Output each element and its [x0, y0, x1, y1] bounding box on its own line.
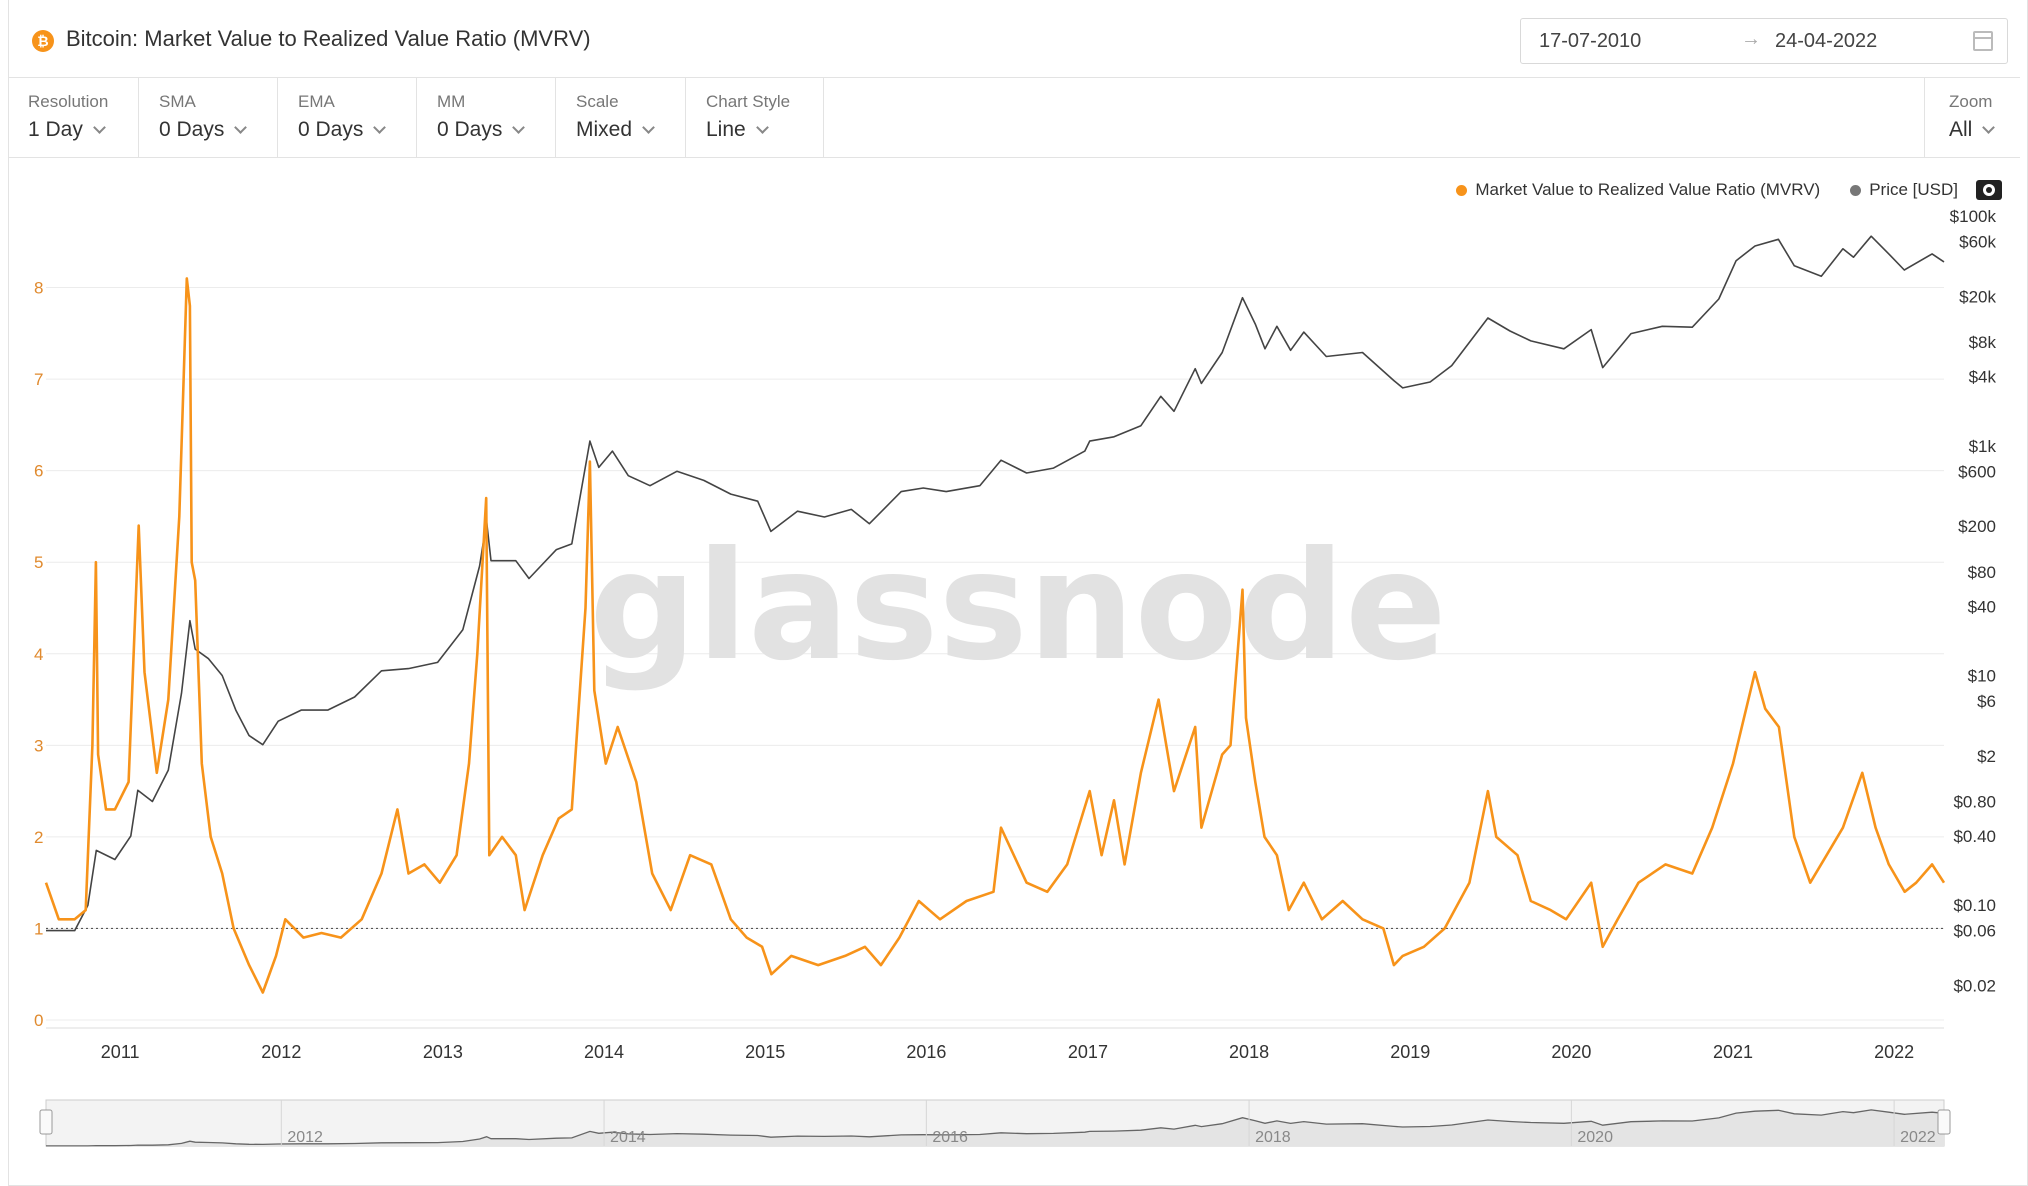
left-tick-label: 6 [34, 462, 43, 481]
chart-style-dropdown[interactable]: Chart Style Line [686, 78, 824, 157]
resolution-value[interactable]: 1 Day [28, 118, 106, 142]
date-range-picker[interactable]: 17-07-2010 → 24-04-2022 [1520, 18, 2008, 64]
navigator-area [46, 1109, 1944, 1146]
x-tick-label: 2019 [1390, 1042, 1430, 1062]
left-tick-label: 3 [34, 736, 43, 755]
navigator[interactable]: 2012 2014 2016 2018 2020 2022 [39, 1099, 1951, 1147]
bitcoin-logo-icon: ₿ [32, 30, 54, 52]
right-tick-label: $100k [1950, 207, 1997, 226]
right-tick-label: $80 [1968, 563, 1996, 582]
legend-dot-price [1850, 184, 1862, 196]
x-tick-label: 2012 [261, 1042, 301, 1062]
right-tick-label: $2 [1977, 747, 1996, 766]
right-tick-label: $0.80 [1953, 792, 1996, 811]
navigator-tick-label: 2020 [1577, 1129, 1613, 1146]
legend-dot-mvrv [1456, 184, 1468, 196]
right-tick-label: $6 [1977, 692, 1996, 711]
navigator-handle[interactable] [39, 1109, 53, 1135]
right-tick-label: $10 [1968, 667, 1996, 686]
chart-style-value[interactable]: Line [706, 118, 769, 142]
date-from-input[interactable]: 17-07-2010 [1539, 30, 1642, 52]
right-tick-label: $4k [1969, 368, 1997, 387]
navigator-tick-label: 2018 [1255, 1129, 1291, 1146]
legend-label-price: Price [USD] [1869, 180, 1958, 199]
x-axis: 2011 2012 2013 2014 2015 2016 2017 2018 2019 2020… [46, 1027, 1944, 1062]
x-tick-label: 2013 [423, 1042, 463, 1062]
ema-label: EMA [298, 92, 335, 111]
navigator-tick-label: 2014 [610, 1129, 646, 1146]
grid-lines [46, 287, 1944, 1021]
zoom-dropdown[interactable]: Zoom All [1924, 78, 2020, 157]
scale-dropdown[interactable]: Scale Mixed [556, 78, 686, 157]
mm-dropdown[interactable]: MM 0 Days [417, 78, 556, 157]
mm-label: MM [437, 92, 466, 111]
legend-label-mvrv: Market Value to Realized Value Ratio (MV… [1475, 180, 1821, 199]
ema-dropdown[interactable]: EMA 0 Days [278, 78, 417, 157]
right-axis: $100k $60k $20k $8k $4k $1k $600 $200 $80 $40 $10 $… [1950, 207, 1997, 995]
mm-value[interactable]: 0 Days [437, 118, 526, 142]
left-tick-label: 2 [34, 828, 43, 847]
date-to-input[interactable]: 24-04-2022 [1775, 30, 1878, 52]
chart-header: ₿ Bitcoin: Market Value to Realized Valu… [8, 0, 2020, 78]
x-tick-label: 2021 [1713, 1042, 1753, 1062]
mvrv-series-line [44, 277, 1946, 994]
right-tick-label: $8k [1969, 333, 1997, 352]
right-tick-label: $1k [1969, 437, 1997, 456]
left-tick-label: 8 [34, 279, 43, 298]
right-tick-label: $0.06 [1953, 922, 1996, 941]
chart-style-label: Chart Style [706, 92, 791, 111]
navigator-tick-label: 2022 [1900, 1129, 1936, 1146]
right-tick-label: $0.40 [1953, 827, 1996, 846]
chart-controls: Resolution 1 Day SMA 0 Days EMA 0 Days M… [8, 78, 2020, 158]
sma-label: SMA [159, 92, 196, 111]
price-series-line [46, 235, 1945, 932]
right-tick-label: $200 [1958, 517, 1996, 536]
right-tick-label: $40 [1968, 597, 1996, 616]
scale-value[interactable]: Mixed [576, 118, 655, 142]
zoom-value[interactable]: All [1949, 118, 1996, 142]
left-tick-label: 7 [34, 370, 43, 389]
navigator-line [46, 1109, 1945, 1147]
x-tick-label: 2022 [1874, 1042, 1914, 1062]
x-tick-label: 2011 [101, 1042, 140, 1062]
x-tick-label: 2016 [906, 1042, 946, 1062]
camera-icon[interactable] [1976, 180, 2002, 200]
x-tick-label: 2018 [1229, 1042, 1269, 1062]
x-tick-label: 2017 [1068, 1042, 1108, 1062]
scale-label: Scale [576, 92, 619, 111]
left-axis: 0 1 2 3 4 5 6 7 8 [34, 279, 43, 1030]
sma-value[interactable]: 0 Days [159, 118, 248, 142]
ema-value[interactable]: 0 Days [298, 118, 387, 142]
resolution-label: Resolution [28, 92, 109, 111]
chart-legend: Market Value to Realized Value Ratio (MV… [1456, 180, 1958, 200]
right-tick-label: $600 [1958, 462, 1996, 481]
navigator-tick-label: 2016 [932, 1129, 968, 1146]
left-tick-label: 1 [34, 919, 43, 938]
zoom-label: Zoom [1949, 92, 1993, 111]
calendar-icon[interactable] [1973, 31, 1993, 51]
resolution-dropdown[interactable]: Resolution 1 Day [8, 78, 139, 157]
left-tick-label: 4 [34, 645, 43, 664]
x-tick-label: 2014 [584, 1042, 624, 1062]
arrow-right-icon: → [1741, 28, 1761, 50]
left-tick-label: 0 [34, 1011, 43, 1030]
navigator-tick-label: 2012 [287, 1129, 323, 1146]
legend-item-price[interactable]: Price [USD] [1850, 180, 1958, 200]
x-tick-label: 2015 [745, 1042, 785, 1062]
legend-item-mvrv[interactable]: Market Value to Realized Value Ratio (MV… [1456, 180, 1820, 200]
glassnode-watermark: glassnode [589, 520, 1447, 694]
left-tick-label: 5 [34, 553, 43, 572]
navigator-handle[interactable] [1937, 1109, 1951, 1135]
sma-dropdown[interactable]: SMA 0 Days [139, 78, 278, 157]
right-tick-label: $0.10 [1953, 896, 1996, 915]
x-tick-label: 2020 [1551, 1042, 1591, 1062]
page-title: Bitcoin: Market Value to Realized Value … [66, 26, 591, 51]
series-layer [44, 235, 1946, 994]
right-tick-label: $20k [1959, 287, 1996, 306]
right-tick-label: $0.02 [1953, 976, 1996, 995]
right-tick-label: $60k [1959, 233, 1996, 252]
